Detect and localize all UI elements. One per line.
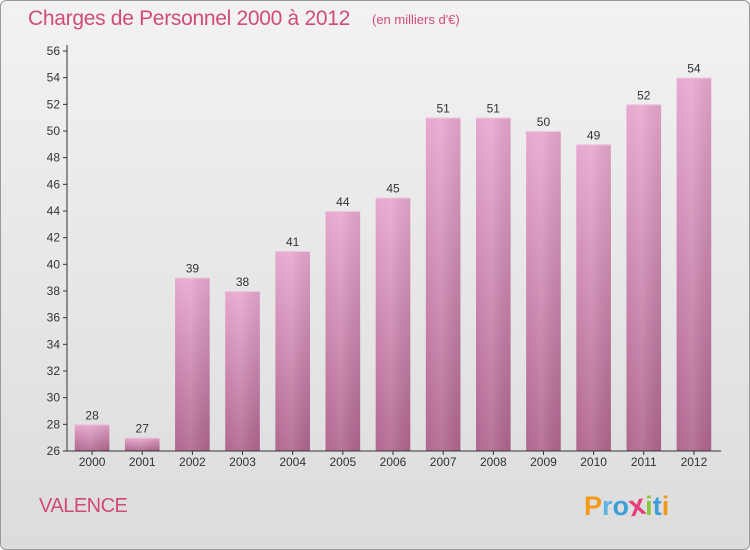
x-tick-label: 2008	[480, 455, 507, 469]
bar-value-label: 51	[436, 102, 450, 116]
logo-letter: P	[584, 491, 603, 521]
x-tick-label: 2002	[179, 455, 206, 469]
bar-value-label: 41	[286, 235, 300, 249]
bar-value-label: 49	[587, 128, 601, 142]
x-tick-label: 2001	[129, 455, 156, 469]
y-tick-label: 44	[47, 204, 61, 218]
bar-shading	[375, 197, 411, 451]
x-tick-label: 2000	[79, 455, 106, 469]
y-tick-label: 48	[47, 151, 61, 165]
bar-value-label: 39	[186, 262, 200, 276]
logo-letter: t	[652, 491, 662, 521]
bar-shading	[325, 211, 361, 451]
bar-shading	[676, 77, 712, 452]
y-tick-label: 40	[47, 257, 61, 271]
bar-value-label: 28	[85, 408, 99, 422]
bar-shading	[576, 144, 611, 452]
bars: 28 27 39 38 41 44 45 51 51 50 49 52 54	[74, 62, 712, 452]
y-tick-label: 46	[47, 177, 61, 191]
y-tick-label: 42	[47, 231, 61, 245]
bar-shading	[425, 117, 461, 452]
y-tick-label: 34	[47, 337, 61, 351]
y-tick-label: 28	[47, 417, 61, 431]
x-tick-label: 2009	[530, 455, 557, 469]
bar-shading	[124, 437, 160, 451]
location-label: VALENCE	[39, 495, 128, 517]
y-tick-label: 54	[47, 71, 61, 85]
bar-value-label: 50	[537, 115, 551, 129]
bar-value-label: 38	[236, 275, 250, 289]
bar-shading	[275, 251, 310, 451]
y-tick-label: 52	[47, 97, 61, 111]
proxiti-logo: Proxiti	[584, 489, 670, 524]
chart-title: Charges de Personnel 2000 à 2012	[28, 7, 350, 30]
y-tick-label: 32	[47, 364, 61, 378]
x-tick-label: 2007	[430, 455, 457, 469]
y-tick-label: 50	[47, 124, 61, 138]
y-tick-label: 26	[47, 444, 61, 458]
bar-shading	[225, 291, 260, 451]
bar-value-label: 27	[136, 422, 150, 436]
bar-value-label: 45	[386, 182, 400, 196]
logo-letter: i	[645, 491, 653, 521]
x-tick-label: 2003	[229, 455, 256, 469]
bar-value-label: 44	[336, 195, 350, 209]
bar-value-label: 54	[687, 62, 701, 76]
bar-shading	[526, 131, 561, 451]
y-tick-label: 36	[47, 311, 61, 325]
x-tick-label: 2004	[279, 455, 306, 469]
x-tick-label: 2006	[380, 455, 407, 469]
logo-letter: i	[661, 491, 670, 521]
bar-shading	[175, 277, 210, 451]
y-tick-label: 38	[47, 284, 61, 298]
y-tick-label: 30	[47, 391, 61, 405]
logo-letter: o	[612, 491, 630, 521]
chart-subtitle: (en milliers d'€)	[372, 12, 460, 27]
x-tick-label: 2010	[580, 455, 607, 469]
bar-shading	[74, 424, 110, 451]
x-tick-label: 2011	[631, 455, 657, 469]
bar-value-label: 51	[487, 102, 501, 116]
bar-shading	[626, 104, 662, 451]
x-tick-label: 2012	[681, 455, 708, 469]
x-axis: 2000 2001 2002 2003 2004 2005 2006 2007 2008 2009…	[67, 450, 721, 469]
y-tick-label: 56	[47, 44, 61, 58]
bar-value-label: 52	[637, 88, 651, 102]
y-axis: 26 28 30 32 34 36 38 40 42 44 46 48 50 52 54 56	[47, 44, 68, 458]
bar-shading	[476, 117, 511, 452]
x-tick-label: 2005	[329, 455, 356, 469]
logo-letter: r	[602, 491, 613, 521]
